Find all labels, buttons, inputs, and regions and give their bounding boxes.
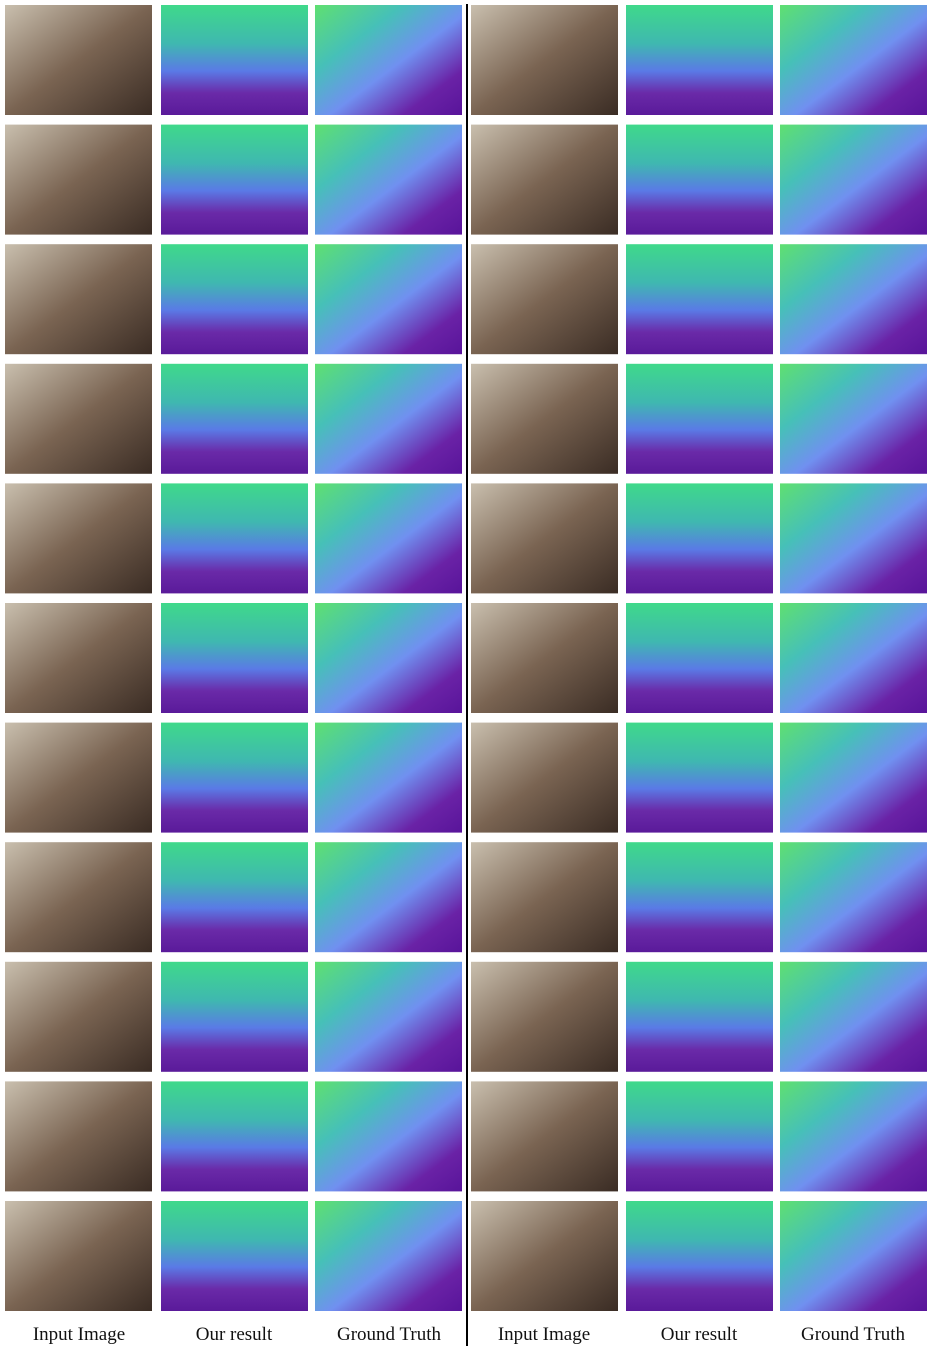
input-image [5,363,152,474]
input-image [5,842,152,953]
ground-truth-normals [780,244,927,355]
predicted-normals [626,5,773,115]
input-image [5,244,152,355]
column-label: Our result [196,1324,273,1345]
input-image [471,363,618,474]
predicted-normals [161,1081,308,1192]
ground-truth-normals [315,483,462,594]
column-label: Our result [661,1324,738,1345]
input-image [5,603,152,713]
input-image [5,1081,152,1192]
predicted-normals [626,363,773,474]
predicted-normals [161,722,308,833]
input-image [471,124,618,235]
predicted-normals [161,603,308,713]
input-image [5,124,152,235]
predicted-normals [161,5,308,115]
predicted-normals [626,1081,773,1192]
ground-truth-normals [780,961,927,1072]
ground-truth-normals [780,483,927,594]
ground-truth-normals [315,722,462,833]
ground-truth-normals [315,1201,462,1311]
predicted-normals [626,1201,773,1311]
ground-truth-normals [315,842,462,953]
input-image [5,483,152,594]
predicted-normals [626,483,773,594]
predicted-normals [626,842,773,953]
column-label: Input Image [33,1324,125,1345]
ground-truth-normals [315,124,462,235]
ground-truth-normals [780,1201,927,1311]
ground-truth-normals [315,603,462,713]
ground-truth-normals [780,124,927,235]
ground-truth-normals [780,842,927,953]
ground-truth-normals [780,1081,927,1192]
predicted-normals [626,244,773,355]
input-image [471,722,618,833]
input-image [471,483,618,594]
input-image [5,5,152,115]
predicted-normals [161,842,308,953]
input-image [471,961,618,1072]
predicted-normals [161,244,308,355]
predicted-normals [626,603,773,713]
input-image [471,1201,618,1311]
ground-truth-normals [315,244,462,355]
input-image [471,5,618,115]
ground-truth-normals [780,603,927,713]
predicted-normals [161,1201,308,1311]
predicted-normals [161,961,308,1072]
ground-truth-normals [780,722,927,833]
input-image [471,244,618,355]
ground-truth-normals [315,363,462,474]
input-image [471,842,618,953]
predicted-normals [161,483,308,594]
predicted-normals [161,124,308,235]
column-label: Input Image [498,1324,590,1345]
input-image [5,961,152,1072]
predicted-normals [626,961,773,1072]
input-image [471,1081,618,1192]
predicted-normals [626,124,773,235]
ground-truth-normals [315,5,462,115]
ground-truth-normals [780,5,927,115]
predicted-normals [161,363,308,474]
predicted-normals [626,722,773,833]
ground-truth-normals [315,1081,462,1192]
column-label: Ground Truth [801,1324,905,1345]
column-label: Ground Truth [337,1324,441,1345]
input-image [5,1201,152,1311]
input-image [5,722,152,833]
input-image [471,603,618,713]
ground-truth-normals [780,363,927,474]
ground-truth-normals [315,961,462,1072]
